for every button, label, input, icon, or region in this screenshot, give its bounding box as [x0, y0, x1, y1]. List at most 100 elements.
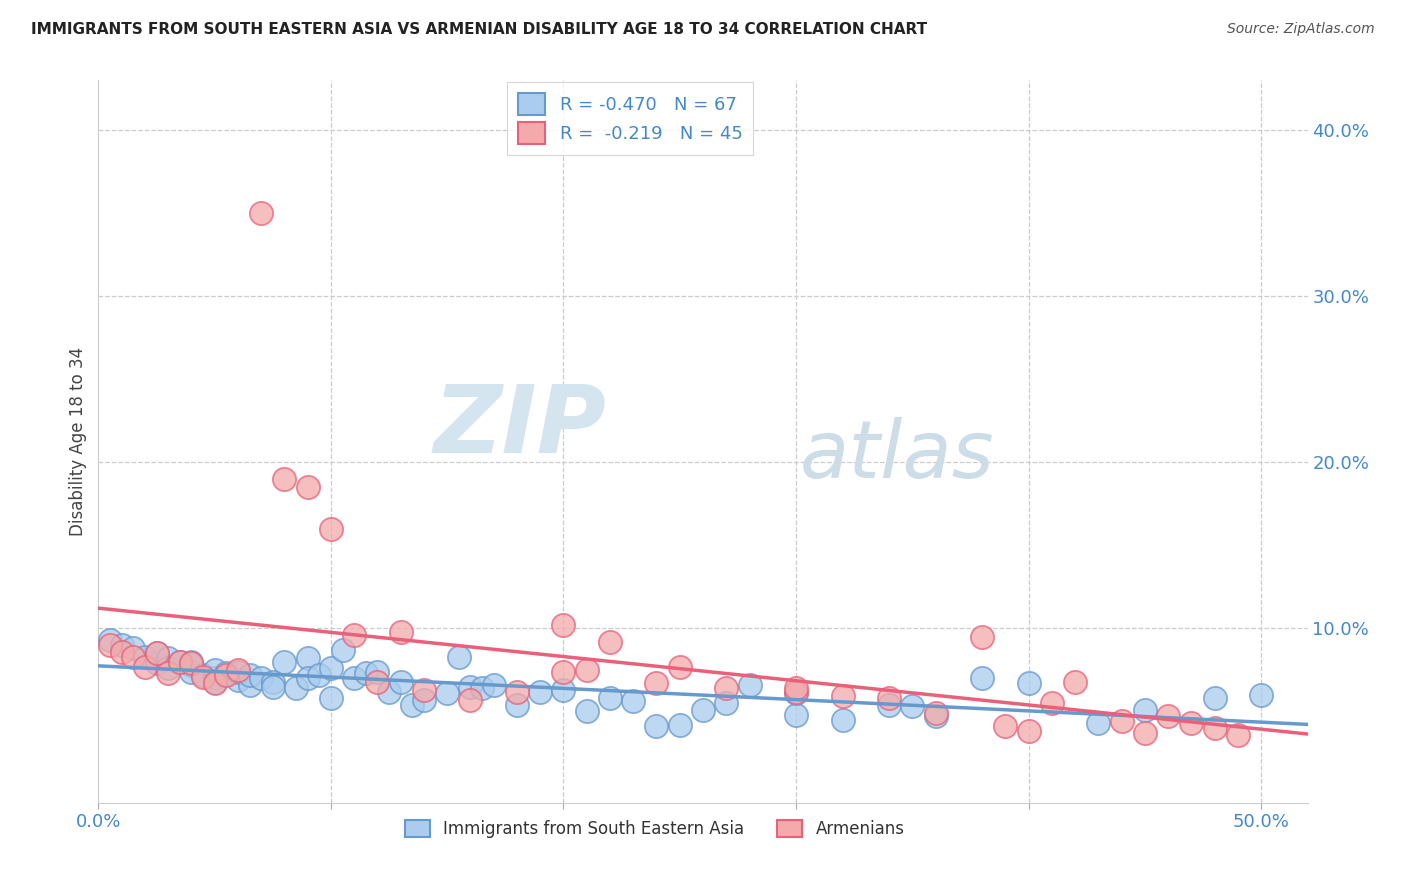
- Point: [785, 681, 807, 696]
- Point: [262, 680, 284, 694]
- Point: [226, 665, 249, 679]
- Point: [460, 680, 482, 694]
- Point: [436, 686, 458, 700]
- Point: [145, 646, 167, 660]
- Point: [970, 671, 993, 685]
- Point: [389, 624, 412, 639]
- Point: [645, 676, 668, 690]
- Point: [122, 641, 145, 656]
- Point: [621, 694, 644, 708]
- Point: [831, 690, 853, 704]
- Point: [215, 668, 238, 682]
- Point: [332, 643, 354, 657]
- Point: [204, 676, 226, 690]
- Point: [692, 703, 714, 717]
- Point: [471, 681, 494, 696]
- Point: [157, 666, 180, 681]
- Point: [716, 696, 738, 710]
- Point: [378, 684, 401, 698]
- Point: [239, 668, 262, 682]
- Point: [1111, 714, 1133, 729]
- Point: [1133, 703, 1156, 717]
- Point: [1226, 728, 1249, 742]
- Point: [994, 719, 1017, 733]
- Point: [285, 681, 308, 696]
- Point: [1157, 709, 1180, 723]
- Point: [413, 682, 436, 697]
- Point: [1018, 724, 1040, 739]
- Point: [599, 634, 621, 648]
- Point: [901, 699, 924, 714]
- Point: [204, 671, 226, 685]
- Point: [877, 691, 900, 706]
- Point: [506, 698, 529, 712]
- Point: [169, 655, 191, 669]
- Point: [111, 645, 134, 659]
- Point: [599, 691, 621, 706]
- Point: [191, 669, 214, 683]
- Point: [575, 705, 598, 719]
- Text: Source: ZipAtlas.com: Source: ZipAtlas.com: [1227, 22, 1375, 37]
- Point: [924, 709, 946, 723]
- Point: [785, 684, 807, 698]
- Point: [250, 206, 273, 220]
- Point: [575, 663, 598, 677]
- Point: [180, 657, 202, 671]
- Point: [1250, 688, 1272, 702]
- Point: [343, 628, 366, 642]
- Point: [970, 630, 993, 644]
- Point: [262, 674, 284, 689]
- Point: [553, 665, 575, 679]
- Point: [645, 719, 668, 733]
- Point: [1204, 691, 1226, 706]
- Point: [1040, 696, 1063, 710]
- Point: [204, 674, 226, 689]
- Point: [180, 657, 202, 672]
- Point: [134, 659, 156, 673]
- Point: [98, 633, 121, 648]
- Point: [226, 663, 249, 677]
- Point: [98, 638, 121, 652]
- Point: [401, 698, 423, 712]
- Point: [250, 671, 273, 685]
- Point: [1087, 716, 1109, 731]
- Point: [460, 693, 482, 707]
- Point: [1018, 676, 1040, 690]
- Point: [204, 663, 226, 677]
- Point: [122, 649, 145, 664]
- Point: [273, 472, 295, 486]
- Point: [354, 666, 377, 681]
- Point: [319, 661, 342, 675]
- Point: [738, 678, 761, 692]
- Text: IMMIGRANTS FROM SOUTH EASTERN ASIA VS ARMENIAN DISABILITY AGE 18 TO 34 CORRELATI: IMMIGRANTS FROM SOUTH EASTERN ASIA VS AR…: [31, 22, 927, 37]
- Point: [145, 657, 167, 671]
- Point: [1204, 721, 1226, 735]
- Point: [553, 682, 575, 697]
- Point: [831, 713, 853, 727]
- Point: [343, 671, 366, 685]
- Point: [1180, 716, 1202, 731]
- Point: [226, 673, 249, 687]
- Point: [785, 686, 807, 700]
- Point: [366, 674, 388, 689]
- Point: [924, 706, 946, 720]
- Point: [273, 655, 295, 669]
- Point: [319, 522, 342, 536]
- Text: atlas: atlas: [800, 417, 994, 495]
- Point: [134, 649, 156, 664]
- Point: [389, 674, 412, 689]
- Point: [1133, 726, 1156, 740]
- Text: ZIP: ZIP: [433, 381, 606, 473]
- Point: [180, 655, 202, 669]
- Point: [529, 684, 551, 698]
- Point: [297, 480, 319, 494]
- Y-axis label: Disability Age 18 to 34: Disability Age 18 to 34: [69, 347, 87, 536]
- Point: [180, 665, 202, 679]
- Point: [877, 698, 900, 712]
- Point: [668, 717, 690, 731]
- Legend: Immigrants from South Eastern Asia, Armenians: Immigrants from South Eastern Asia, Arme…: [398, 814, 911, 845]
- Point: [157, 661, 180, 675]
- Point: [319, 691, 342, 706]
- Point: [239, 678, 262, 692]
- Point: [668, 659, 690, 673]
